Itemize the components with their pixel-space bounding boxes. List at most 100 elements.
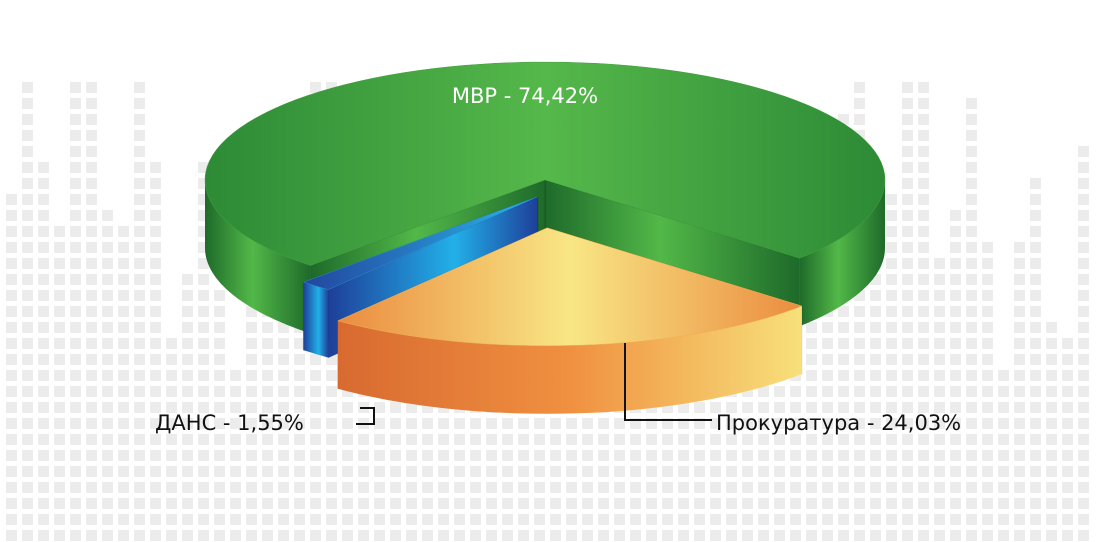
bg-square [614,418,625,429]
bg-square [982,306,993,317]
bg-square [918,146,929,157]
bg-square [582,450,593,461]
slice-top [302,196,538,290]
bg-square [566,450,577,461]
bg-square [950,418,961,429]
bg-square [1030,210,1041,221]
bg-square [166,386,177,397]
bg-square [454,418,465,429]
bg-square [214,306,225,317]
bg-square [86,258,97,269]
bg-square [822,498,833,509]
bg-square [694,466,705,477]
pie [204,61,886,414]
bg-square [966,450,977,461]
bg-square [1062,466,1073,477]
bg-square [134,498,145,509]
bg-square [102,322,113,333]
bg-square [806,338,817,349]
bg-square [38,530,49,541]
bg-square [134,242,145,253]
bg-square [902,434,913,445]
bg-square [646,498,657,509]
bg-square [54,226,65,237]
bg-square [966,322,977,333]
bg-square [438,418,449,429]
bg-square [1078,306,1089,317]
bg-square [54,306,65,317]
bg-square [438,530,449,541]
bg-square [38,306,49,317]
bg-square [166,402,177,413]
bg-square [982,450,993,461]
bg-square [886,434,897,445]
bg-square [1062,370,1073,381]
bg-square [502,498,513,509]
bg-square [934,418,945,429]
bg-square [934,450,945,461]
bg-square [294,418,305,429]
bg-square [854,402,865,413]
bg-square [134,338,145,349]
bg-square [70,450,81,461]
bg-square [694,450,705,461]
bg-square [918,82,929,93]
bg-square [806,450,817,461]
bg-square [1014,322,1025,333]
bg-square [566,466,577,477]
slice-label: ДАНС - 1,55% [155,411,304,435]
bg-square [998,498,1009,509]
bg-square [966,370,977,381]
bg-square [1030,306,1041,317]
bg-square [214,370,225,381]
bg-square [774,514,785,525]
bg-square [102,514,113,525]
bg-square [86,306,97,317]
slice-side [205,180,311,334]
bg-square [118,274,129,285]
bg-square [886,370,897,381]
bg-square [374,482,385,493]
bg-square [342,498,353,509]
bg-square [966,386,977,397]
bg-square [262,386,273,397]
bg-square [950,450,961,461]
bg-square [918,370,929,381]
bg-square [54,258,65,269]
bg-square [1030,274,1041,285]
bg-square [1062,418,1073,429]
bg-square [294,450,305,461]
bg-square [966,306,977,317]
bg-square [1030,290,1041,301]
bg-square [6,194,17,205]
bg-square [406,418,417,429]
bg-square [566,418,577,429]
bg-square [422,498,433,509]
bg-square [902,386,913,397]
bg-square [470,498,481,509]
bg-square [134,386,145,397]
bg-square [950,482,961,493]
bg-square [70,258,81,269]
bg-square [230,418,241,429]
bg-square [22,146,33,157]
bg-square [86,354,97,365]
bg-square [198,322,209,333]
bg-square [790,450,801,461]
bg-square [662,514,673,525]
bg-square [182,466,193,477]
bg-square [118,242,129,253]
bg-square [806,322,817,333]
bg-square [982,370,993,381]
bg-square [454,482,465,493]
bg-square [438,450,449,461]
bg-square [22,306,33,317]
bg-square [550,466,561,477]
bg-square [918,98,929,109]
bg-square [774,386,785,397]
bg-square [966,530,977,541]
bg-square [134,82,145,93]
bg-square [326,82,337,93]
bg-square [694,418,705,429]
bg-square [630,530,641,541]
